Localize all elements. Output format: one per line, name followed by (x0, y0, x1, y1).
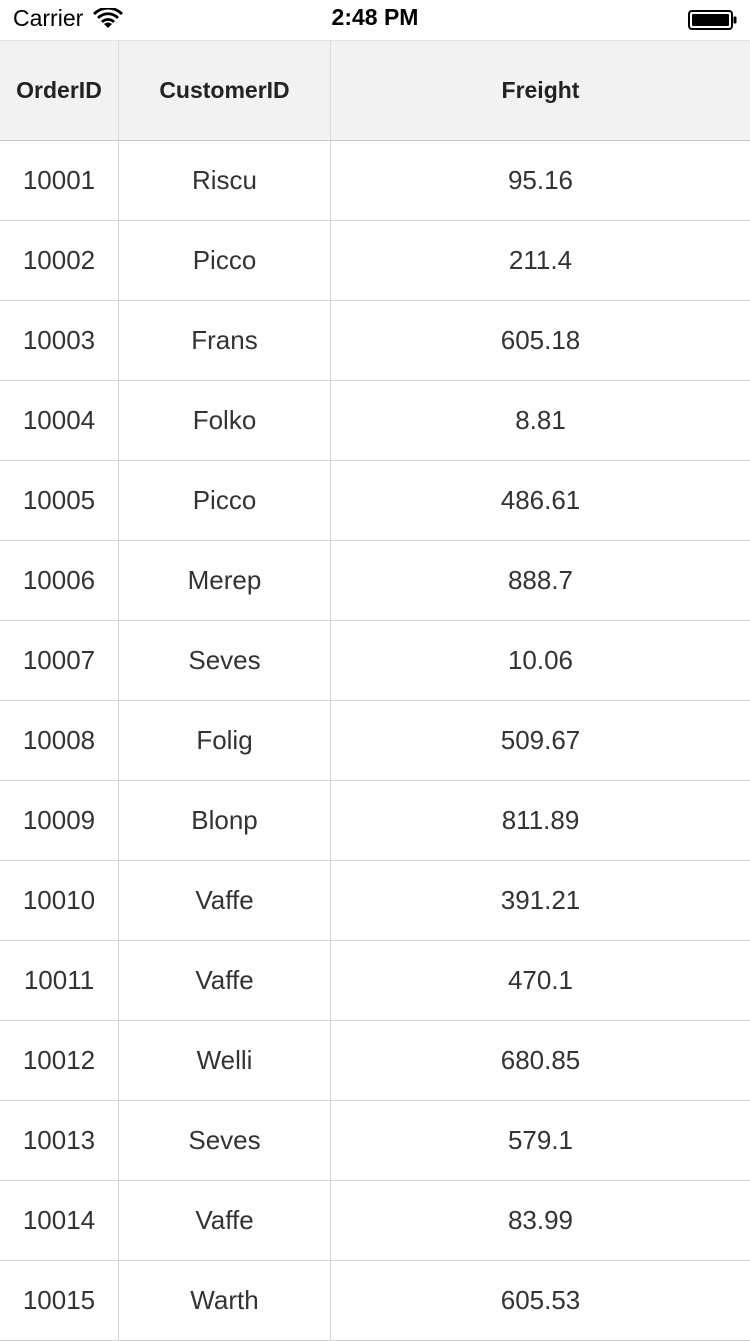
customerid-cell: Vaffe (119, 1181, 331, 1260)
freight-cell: 10.06 (507, 645, 574, 675)
orderid-cell: 10015 (0, 1261, 119, 1340)
table-row[interactable]: 10011 Vaffe 470.1 (0, 941, 750, 1021)
table-row[interactable]: 10009 Blonp 811.89 (0, 781, 750, 861)
customerid-cell: Picco (119, 221, 331, 300)
orderid-cell: 10011 (0, 941, 119, 1020)
table-row[interactable]: 10006 Merep 888.7 (0, 541, 750, 621)
customerid-cell: Merep (119, 541, 331, 620)
orderid-cell: 10009 (0, 781, 119, 860)
customerid-cell: Folko (119, 381, 331, 460)
table-row[interactable]: 10007 Seves 10.06 (0, 621, 750, 701)
orderid-cell: 10001 (0, 141, 119, 220)
freight-cell: 605.18 (500, 325, 581, 355)
orderid-cell: 10004 (0, 381, 119, 460)
battery-icon (688, 10, 738, 30)
customerid-cell: Riscu (119, 141, 331, 220)
orderid-cell: 10010 (0, 861, 119, 940)
column-header-customerid[interactable]: CustomerID (119, 41, 331, 140)
orderid-cell: 10014 (0, 1181, 119, 1260)
table-row[interactable]: 10015 Warth 605.53 (0, 1261, 750, 1341)
customerid-cell: Welli (119, 1021, 331, 1100)
customerid-cell: Vaffe (119, 941, 331, 1020)
customerid-cell: Folig (119, 701, 331, 780)
table-row[interactable]: 10010 Vaffe 391.21 (0, 861, 750, 941)
freight-cell: 391.21 (500, 885, 581, 915)
orderid-cell: 10012 (0, 1021, 119, 1100)
orders-data-grid: OrderID CustomerID Freight 10001 Riscu 9… (0, 40, 750, 1341)
orderid-cell: 10005 (0, 461, 119, 540)
customerid-cell: Warth (119, 1261, 331, 1340)
orderid-cell: 10013 (0, 1101, 119, 1180)
customerid-cell: Vaffe (119, 861, 331, 940)
table-row[interactable]: 10013 Seves 579.1 (0, 1101, 750, 1181)
column-header-orderid[interactable]: OrderID (0, 41, 119, 140)
customerid-cell: Blonp (119, 781, 331, 860)
freight-cell: 486.61 (500, 485, 581, 515)
grid-header-row: OrderID CustomerID Freight (0, 40, 750, 141)
freight-cell: 211.4 (508, 245, 573, 275)
customerid-cell: Seves (119, 1101, 331, 1180)
status-bar: Carrier 2:48 PM (0, 0, 750, 40)
orderid-cell: 10003 (0, 301, 119, 380)
freight-cell: 470.1 (507, 965, 574, 995)
freight-cell: 8.81 (515, 405, 566, 435)
orderid-cell: 10008 (0, 701, 119, 780)
table-row[interactable]: 10012 Welli 680.85 (0, 1021, 750, 1101)
freight-cell: 680.85 (500, 1045, 581, 1075)
customerid-cell: Frans (119, 301, 331, 380)
table-row[interactable]: 10005 Picco 486.61 (0, 461, 750, 541)
orderid-cell: 10007 (0, 621, 119, 700)
freight-cell: 579.1 (507, 1125, 574, 1155)
orderid-cell: 10002 (0, 221, 119, 300)
customerid-cell: Picco (119, 461, 331, 540)
table-row[interactable]: 10004 Folko 8.81 (0, 381, 750, 461)
table-row[interactable]: 10002 Picco 211.4 (0, 221, 750, 301)
freight-cell: 509.67 (500, 725, 581, 755)
customerid-cell: Seves (119, 621, 331, 700)
clock: 2:48 PM (331, 4, 419, 30)
orderid-cell: 10006 (0, 541, 119, 620)
freight-cell: 83.99 (507, 1205, 574, 1235)
freight-cell: 95.16 (507, 165, 574, 195)
freight-cell: 605.53 (500, 1285, 581, 1315)
wifi-icon (93, 6, 124, 30)
carrier-label: Carrier (13, 5, 84, 31)
table-row[interactable]: 10003 Frans 605.18 (0, 301, 750, 381)
table-row[interactable]: 10014 Vaffe 83.99 (0, 1181, 750, 1261)
carrier-indicator: Carrier (13, 5, 124, 32)
column-header-freight[interactable]: Freight (501, 77, 580, 103)
freight-cell: 811.89 (501, 805, 580, 835)
table-row[interactable]: 10001 Riscu 95.16 (0, 141, 750, 221)
freight-cell: 888.7 (507, 565, 574, 595)
table-row[interactable]: 10008 Folig 509.67 (0, 701, 750, 781)
